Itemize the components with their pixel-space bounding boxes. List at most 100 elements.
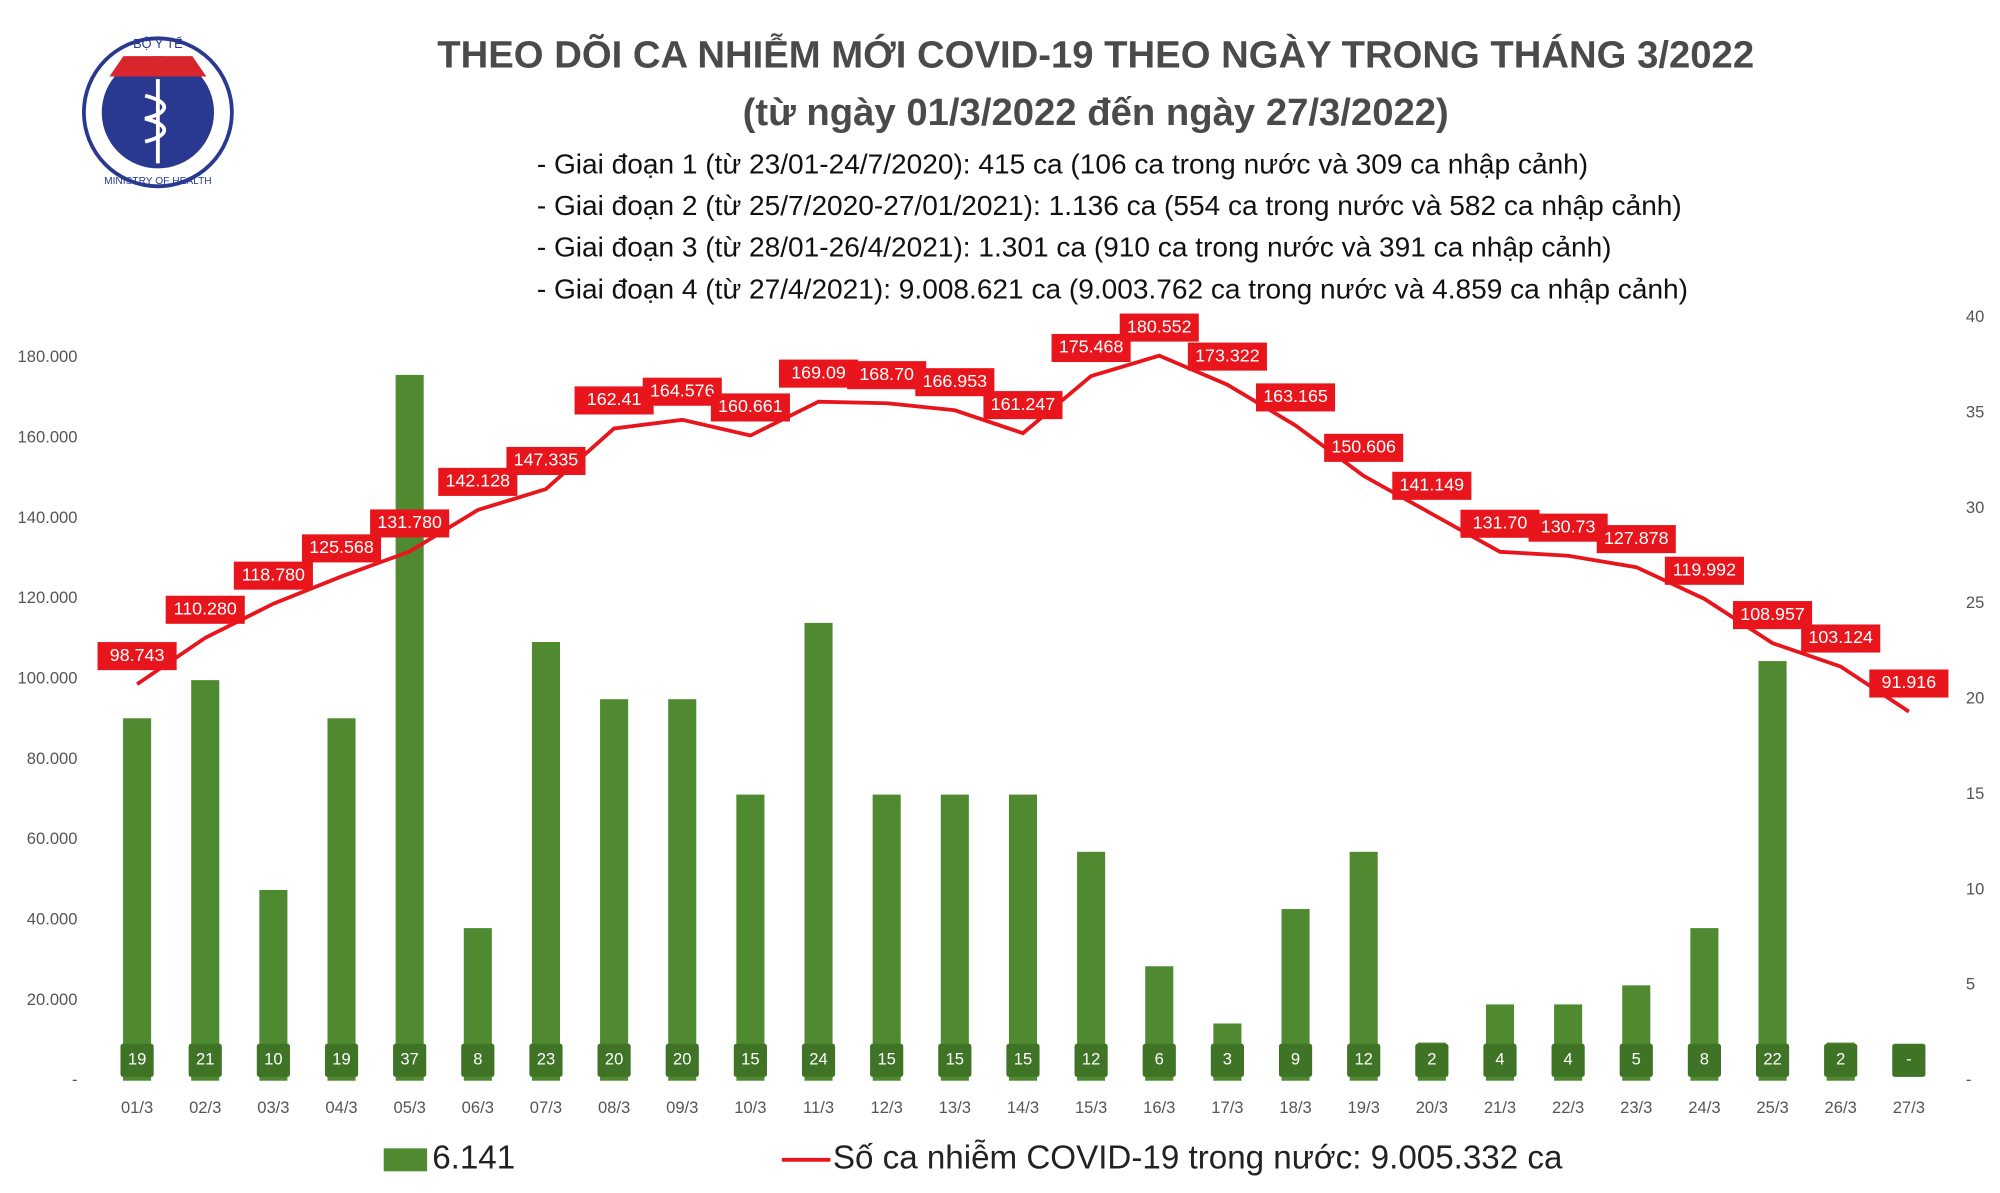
- x-tick-label: 07/3: [530, 1098, 562, 1117]
- line-label: 141.149: [1400, 475, 1465, 495]
- line-label: 180.552: [1127, 316, 1192, 336]
- bar-label: 15: [877, 1050, 895, 1069]
- y-tick-label: 180.000: [18, 347, 78, 366]
- y-tick-label: 100.000: [18, 669, 78, 688]
- line-label-box: [1324, 433, 1404, 462]
- bar-label: 22: [1763, 1050, 1781, 1069]
- line-label-box: [1596, 525, 1676, 554]
- line-label: 142.128: [446, 471, 511, 491]
- bar-label: 37: [400, 1050, 418, 1069]
- y2-tick-label: 30: [1966, 498, 1984, 517]
- y-tick-label: -: [72, 1070, 78, 1089]
- bar-label-box: [393, 1043, 427, 1077]
- bar-label: 8: [1700, 1050, 1709, 1069]
- bar-label-box: [665, 1043, 699, 1077]
- x-tick-label: 20/3: [1416, 1098, 1448, 1117]
- x-tick-label: 01/3: [121, 1098, 153, 1117]
- line-label-box: [506, 446, 586, 476]
- logo-snake: [144, 93, 167, 144]
- y-tick-label: 40.000: [27, 909, 78, 928]
- bar-label-box: [1142, 1043, 1176, 1077]
- line-label-box: [97, 642, 177, 671]
- bar-label-box: [188, 1043, 222, 1077]
- x-tick-label: 26/3: [1825, 1098, 1857, 1117]
- x-tick-label: 21/3: [1484, 1098, 1516, 1117]
- bar-label: -: [1906, 1050, 1912, 1069]
- bar-label-box: [529, 1043, 563, 1077]
- bar-label-box: [1347, 1043, 1381, 1077]
- bar-label-box: [1687, 1043, 1721, 1077]
- x-tick-label: 18/3: [1279, 1098, 1311, 1117]
- y2-tick-label: 40: [1966, 307, 1984, 326]
- bar: [123, 718, 152, 1081]
- line-label: 103.124: [1808, 627, 1873, 647]
- y-tick-label: 120.000: [18, 588, 78, 607]
- line-label-box: [983, 391, 1063, 420]
- y-tick-label: 140.000: [18, 508, 78, 527]
- bar: [327, 718, 356, 1081]
- legend-label: Số ca nhiễm COVID-19 trong nước: 9.005.3…: [833, 1139, 1563, 1177]
- x-tick-label: 15/3: [1075, 1098, 1107, 1117]
- line-label: 125.568: [309, 537, 374, 557]
- bar-label: 19: [332, 1050, 350, 1069]
- line-label-box: [370, 509, 450, 538]
- x-tick-label: 22/3: [1552, 1098, 1584, 1117]
- line-label-box: [1187, 342, 1267, 371]
- line-label: 160.661: [718, 396, 783, 416]
- x-tick-label: 09/3: [666, 1098, 698, 1117]
- bar-label: 5: [1632, 1050, 1641, 1069]
- bar-label: 12: [1354, 1050, 1372, 1069]
- bar: [395, 374, 424, 1081]
- bar-label: 2: [1427, 1050, 1436, 1069]
- line-label-box: [1119, 313, 1199, 342]
- bar: [872, 794, 901, 1081]
- y-tick-label: 80.000: [27, 749, 78, 768]
- line-label-box: [778, 359, 859, 388]
- bar-label-box: [938, 1043, 972, 1077]
- x-tick-label: 03/3: [257, 1098, 289, 1117]
- line-label-box: [1255, 383, 1336, 412]
- line-label: 164.576: [650, 380, 715, 400]
- line-label-box: [165, 595, 245, 624]
- line-label: 108.957: [1740, 604, 1805, 624]
- x-tick-label: 12/3: [871, 1098, 903, 1117]
- bar-label: 21: [196, 1050, 214, 1069]
- x-tick-label: 27/3: [1893, 1098, 1925, 1117]
- bar-label: 20: [673, 1050, 691, 1069]
- line-label-box: [1392, 471, 1472, 500]
- x-tick-label: 19/3: [1348, 1098, 1380, 1117]
- bar: [668, 699, 697, 1081]
- bar-label: 2: [1836, 1050, 1845, 1069]
- legend-swatch: [383, 1148, 428, 1172]
- line-label-box: [642, 377, 722, 406]
- line: [136, 353, 1910, 714]
- bar-label-box: [597, 1043, 631, 1077]
- bar: [1758, 661, 1787, 1081]
- bar: [191, 680, 220, 1081]
- line-label: 131.70: [1473, 512, 1528, 532]
- x-tick-label: 25/3: [1756, 1098, 1788, 1117]
- chart-subtitle: (từ ngày 01/3/2022 đến ngày 27/3/2022): [743, 91, 1449, 134]
- line-label-box: [1733, 601, 1813, 630]
- y2-tick-label: 25: [1966, 593, 1984, 612]
- bar-label-box: [733, 1043, 767, 1077]
- bar-label: 12: [1082, 1050, 1100, 1069]
- line-label-box: [1869, 669, 1949, 698]
- x-tick-label: 13/3: [939, 1098, 971, 1117]
- bar-label: 10: [264, 1050, 282, 1069]
- line-label: 150.606: [1331, 437, 1396, 457]
- bar-label: 15: [946, 1050, 964, 1069]
- x-tick-label: 14/3: [1007, 1098, 1039, 1117]
- line-label: 119.992: [1673, 559, 1736, 579]
- line-label: 169.09: [791, 362, 846, 382]
- bar-label-box: [461, 1043, 495, 1077]
- y-tick-label: 160.000: [18, 428, 78, 447]
- y-tick-label: 60.000: [27, 829, 78, 848]
- bar-label: 4: [1564, 1050, 1573, 1069]
- y2-tick-label: 20: [1966, 689, 1984, 708]
- x-tick-label: 24/3: [1688, 1098, 1720, 1117]
- line-label: 166.953: [923, 371, 988, 391]
- y2-tick-label: 15: [1966, 784, 1984, 803]
- y2-tick-label: -: [1966, 1070, 1972, 1089]
